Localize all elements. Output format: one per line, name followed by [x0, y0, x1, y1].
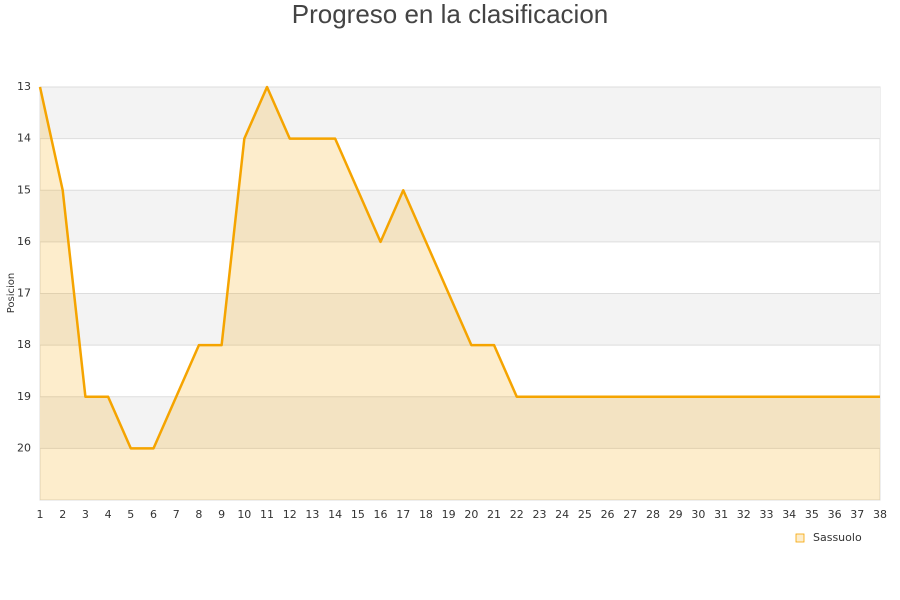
x-tick-label: 14	[328, 508, 342, 521]
x-tick-label: 13	[305, 508, 319, 521]
x-tick-label: 37	[850, 508, 864, 521]
x-tick-label: 35	[805, 508, 819, 521]
x-tick-label: 36	[828, 508, 842, 521]
x-tick-label: 24	[555, 508, 569, 521]
y-tick-label: 20	[17, 441, 31, 454]
x-tick-label: 2	[59, 508, 66, 521]
x-tick-label: 25	[578, 508, 592, 521]
x-tick-label: 17	[396, 508, 410, 521]
x-tick-label: 6	[150, 508, 157, 521]
y-tick-label: 14	[17, 132, 31, 145]
x-tick-label: 3	[82, 508, 89, 521]
x-tick-label: 8	[195, 508, 202, 521]
x-tick-label: 34	[782, 508, 796, 521]
x-tick-label: 7	[173, 508, 180, 521]
x-tick-label: 38	[873, 508, 887, 521]
y-tick-label: 13	[17, 80, 31, 93]
x-tick-label: 30	[691, 508, 705, 521]
x-tick-label: 31	[714, 508, 728, 521]
x-tick-label: 15	[351, 508, 365, 521]
x-tick-label: 5	[127, 508, 134, 521]
x-tick-label: 27	[623, 508, 637, 521]
grid-band	[40, 396, 880, 449]
y-axis-label: Posicion	[6, 273, 17, 314]
x-tick-label: 21	[487, 508, 501, 521]
legend-label: Sassuolo	[813, 531, 862, 544]
grid-band	[40, 87, 880, 139]
y-tick-label: 16	[17, 235, 31, 248]
x-tick-label: 22	[510, 508, 524, 521]
x-tick-label: 18	[419, 508, 433, 521]
y-tick-label: 18	[17, 338, 31, 351]
x-tick-label: 32	[737, 508, 751, 521]
grid-band	[40, 190, 880, 242]
legend-swatch	[795, 533, 805, 543]
x-tick-label: 4	[105, 508, 112, 521]
x-tick-label: 28	[646, 508, 660, 521]
y-tick-label: 19	[17, 390, 31, 403]
x-tick-label: 10	[237, 508, 251, 521]
chart-title: Progreso en la clasificacion	[292, 0, 609, 29]
x-tick-label: 16	[374, 508, 388, 521]
y-tick-label: 15	[17, 183, 31, 196]
x-tick-label: 23	[532, 508, 546, 521]
y-tick-label: 17	[17, 287, 31, 300]
x-tick-label: 1	[37, 508, 44, 521]
x-tick-label: 9	[218, 508, 225, 521]
line	[38, 85, 880, 450]
x-tick-label: 12	[283, 508, 297, 521]
x-tick-label: 20	[464, 508, 478, 521]
x-tick-label: 29	[669, 508, 683, 521]
x-tick-label: 33	[759, 508, 773, 521]
x-tick-label: 19	[442, 508, 456, 521]
x-tick-label: 11	[260, 508, 274, 521]
x-tick-label: 26	[601, 508, 615, 521]
